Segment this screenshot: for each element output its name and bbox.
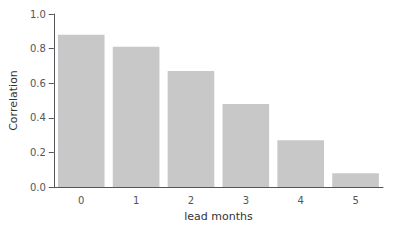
svg-text:1: 1 xyxy=(133,195,139,206)
svg-text:4: 4 xyxy=(298,195,304,206)
svg-text:0: 0 xyxy=(78,195,84,206)
svg-text:lead months: lead months xyxy=(184,210,253,223)
svg-text:Correlation: Correlation xyxy=(7,70,20,131)
svg-text:1.0: 1.0 xyxy=(30,9,46,20)
svg-text:0.8: 0.8 xyxy=(30,43,46,54)
svg-text:2: 2 xyxy=(188,195,194,206)
svg-text:0.4: 0.4 xyxy=(30,112,46,123)
svg-text:0.2: 0.2 xyxy=(30,147,46,158)
svg-text:0.0: 0.0 xyxy=(30,182,46,193)
svg-text:0.6: 0.6 xyxy=(30,78,46,89)
svg-text:5: 5 xyxy=(352,195,358,206)
svg-text:3: 3 xyxy=(243,195,249,206)
